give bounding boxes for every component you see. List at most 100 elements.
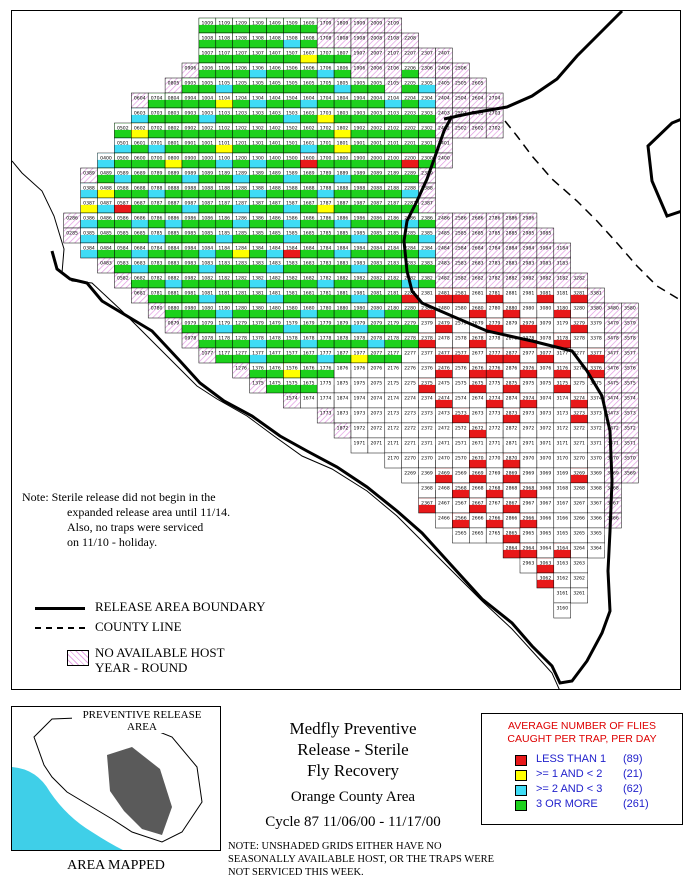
grid-cell-label: 1489 [269,170,281,176]
grid-cell-label: 1509 [286,20,298,26]
grid-cell-label: 2270 [404,455,416,461]
grid-cell-0904: 0904 [181,92,200,109]
grid-cell-label: 1701 [320,140,332,146]
grid-cell-label: 2980 [523,305,535,311]
grid-cell-label: 2681 [472,290,484,296]
grid-cell-label: 2176 [387,365,399,371]
grid-cell-label: 1078 [201,335,213,341]
grid-cell-label: 2105 [387,80,399,86]
grid-cell-label: 2964 [523,545,535,551]
grid-cell-1188: 1188 [215,182,233,199]
grid-cell-2486: 2486 [435,212,453,229]
grid-cell-label-bg [469,303,486,310]
grid-cell-label: 2201 [404,140,416,146]
grid-cell-3471: 3471 [604,437,622,454]
grid-cell-label-bg [300,138,317,145]
grid-cell-label: 2383 [421,260,433,266]
grid-cell-0989: 0989 [181,167,200,184]
grid-cell-2986: 2986 [519,212,538,229]
grid-cell-label: 1675 [303,380,315,386]
grid-cell-1085: 1085 [198,227,217,244]
hatch-legend-text: NO AVAILABLE HOST YEAR - ROUND [95,645,225,675]
grid-cell-3176: 3176 [553,362,571,379]
grid-cell-label: 1681 [303,290,315,296]
grid-cell-label: 2668 [472,485,484,491]
grid-cell-2108: 2108 [384,32,402,49]
grid-cell-2368: 2368 [418,482,436,499]
grid-cell-0782: 0782 [147,272,166,289]
grid-cell-label: 2009 [370,20,382,26]
grid-cell-label: 2170 [387,455,399,461]
grid-cell-2673: 2673 [469,407,487,424]
grid-cell-label: 2367 [421,500,433,506]
grid-cell-label: 2676 [472,365,484,371]
grid-cell-label: 3264 [573,545,585,551]
grid-cell-label-bg [368,393,385,400]
grid-cell-label: 2006 [370,65,382,71]
grid-cell-label: 1704 [320,95,332,101]
grid-cell-label: 1605 [303,80,315,86]
grid-cell-1389: 1389 [249,167,267,184]
grid-cell-1376: 1376 [249,362,267,379]
grid-cell-label-bg [249,168,267,175]
grid-cell-1103: 1103 [215,107,233,124]
grid-cell-0881: 0881 [164,287,183,304]
grid-cell-3169: 3169 [553,467,571,484]
grid-cell-label: 1973 [354,410,366,416]
grid-cell-3476: 3476 [604,362,622,379]
grid-cell-label-bg [520,333,537,340]
grid-cell-label: 1289 [235,170,247,176]
grid-cell-label: 2479 [438,320,450,326]
grid-cell-label: 1902 [354,125,366,131]
grid-cell-label-bg [199,243,216,250]
grid-cell-label-bg [385,168,402,175]
grid-cell-label: 0905 [185,80,197,86]
grid-cell-1184: 1184 [215,242,233,259]
grid-cell-label-bg [469,378,486,385]
grid-cell-label-bg [182,213,199,220]
grid-cell-label-bg [165,153,182,160]
grid-cell-label-bg [249,93,267,100]
grid-cell-label: 2874 [506,395,518,401]
grid-cell-label: 1803 [337,110,349,116]
grid-cell-label-bg [131,198,148,205]
grid-cell-3068: 3068 [536,482,555,499]
grid-cell-label: 2171 [387,440,399,446]
grid-cell-label: 2108 [387,35,399,41]
grid-cell-1604: 1604 [300,92,318,109]
grid-cell-label: 1576 [286,365,298,371]
grid-cell-label: 1109 [218,20,230,26]
grid-cell-1780: 1780 [316,302,335,319]
grid-cell-1006: 1006 [198,62,217,79]
grid-cell-1872: 1872 [333,422,352,439]
grid-cell-3377: 3377 [587,347,605,364]
grid-cell-0885: 0885 [164,227,183,244]
grid-cell-2103: 2103 [384,107,402,124]
grid-cell-label-bg [131,153,148,160]
grid-cell-label: 0987 [185,200,197,206]
grid-cell-3570: 3570 [621,452,639,469]
grid-cell-label-bg [165,183,182,190]
grid-cell-label: 1207 [235,50,247,56]
grid-cell-label-bg [469,288,486,295]
grid-cell-2101: 2101 [384,137,402,154]
grid-cell-2474: 2474 [435,392,453,409]
grid-cell-label: 3368 [590,485,602,491]
grid-cell-label-bg [486,363,503,370]
legend-county-label: COUNTY LINE [95,619,182,634]
fly-legend-swatch [515,770,527,781]
grid-cell-1084: 1084 [198,242,217,259]
grid-cell-label-bg [368,333,385,340]
grid-cell-1306: 1306 [249,62,267,79]
grid-cell-2081: 2081 [367,287,386,304]
grid-cell-1709: 1709 [316,17,335,34]
grid-cell-label-bg [182,78,199,85]
grid-cell-1985: 1985 [350,227,369,244]
grid-cell-3075: 3075 [536,377,555,394]
grid-cell-1774: 1774 [316,392,335,409]
grid-cell-label: 0686 [134,215,146,221]
grid-cell-label: 2886 [506,215,518,221]
grid-cell-label: 3176 [556,365,568,371]
grid-cell-2082: 2082 [367,272,386,289]
grid-cell-label-bg [97,213,115,220]
